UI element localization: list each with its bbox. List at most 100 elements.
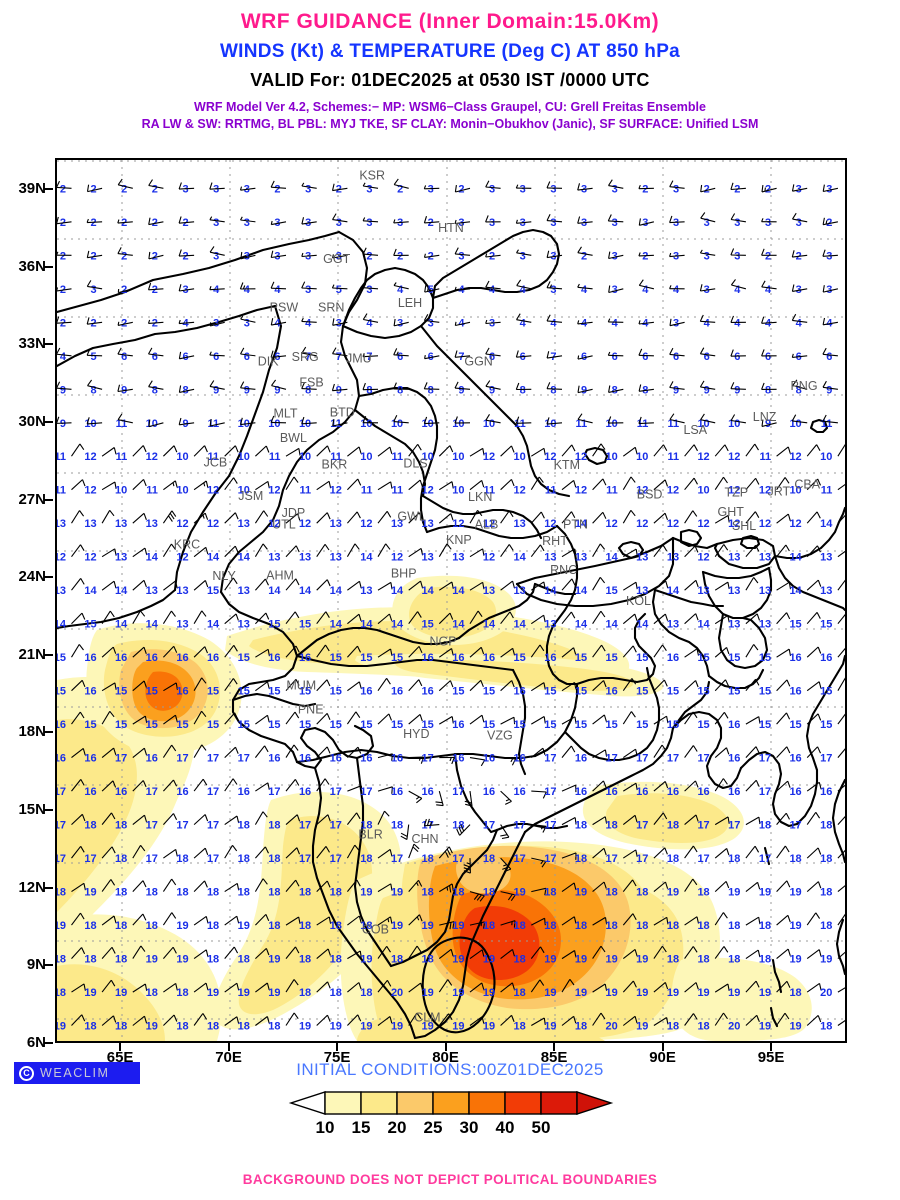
temperature-value: 18 bbox=[115, 920, 127, 932]
wind-barb bbox=[132, 512, 147, 524]
temperature-value: 14 bbox=[575, 518, 588, 530]
wind-barb bbox=[347, 580, 362, 591]
longitude-tick-mark bbox=[119, 1042, 122, 1051]
weather-map-panel[interactable]: 19 18 18 19 18 18 18 18 19 19 19 19 19 19 19 18 19 18 20 19… bbox=[55, 158, 847, 1043]
wind-barb bbox=[117, 347, 133, 357]
temperature-value: 17 bbox=[176, 753, 188, 765]
wind-barb bbox=[577, 183, 593, 191]
temperature-value: 16 bbox=[330, 753, 342, 765]
weaclim-logo[interactable]: C WEACLIM bbox=[14, 1062, 140, 1084]
wind-barb bbox=[806, 579, 822, 591]
wind-barb bbox=[561, 817, 577, 826]
wind-barb bbox=[684, 510, 698, 524]
temperature-value: 4 bbox=[274, 284, 281, 296]
wind-barb bbox=[837, 483, 845, 491]
temperature-value: 16 bbox=[667, 786, 679, 798]
temperature-value: 15 bbox=[330, 686, 342, 698]
wind-barb bbox=[332, 318, 348, 326]
longitude-tick-label: 85E bbox=[540, 1049, 568, 1066]
wind-barb bbox=[622, 814, 638, 826]
wind-barb bbox=[837, 647, 845, 658]
temperature-value: 18 bbox=[84, 920, 96, 932]
wind-barb bbox=[561, 681, 577, 692]
city-label-rht: RHT bbox=[542, 534, 568, 548]
wind-barb bbox=[117, 288, 133, 294]
temperature-value: 11 bbox=[208, 451, 220, 463]
wind-barb bbox=[684, 711, 698, 725]
wind-barb bbox=[714, 912, 728, 926]
temperature-value: 13 bbox=[514, 585, 526, 597]
wind-barb bbox=[653, 945, 667, 959]
temperature-value: 6 bbox=[581, 351, 587, 363]
temperature-value: 13 bbox=[84, 518, 96, 530]
wind-barb bbox=[101, 682, 117, 692]
wind-barb bbox=[71, 510, 85, 524]
temperature-value: 15 bbox=[789, 619, 801, 631]
latitude-tick-mark bbox=[44, 343, 53, 346]
longitude-tick-mark bbox=[661, 1042, 664, 1051]
temperature-value: 15 bbox=[330, 652, 342, 664]
wind-barb bbox=[71, 1014, 86, 1026]
wind-barb bbox=[837, 885, 845, 893]
wind-barb bbox=[500, 857, 512, 873]
wind-barb bbox=[837, 987, 845, 993]
wind-barb bbox=[132, 479, 147, 491]
temperature-value: 16 bbox=[789, 753, 801, 765]
temperature-value: 14 bbox=[238, 552, 251, 564]
temperature-value: 6 bbox=[704, 351, 710, 363]
wind-barb bbox=[408, 547, 424, 558]
wind-barb bbox=[254, 578, 269, 591]
latitude-tick-mark bbox=[44, 653, 53, 656]
wind-barb bbox=[193, 949, 209, 960]
wind-barb bbox=[622, 748, 638, 759]
city-label-htn: HTN bbox=[438, 221, 464, 235]
temperature-value: 10 bbox=[299, 451, 311, 463]
wind-barb bbox=[316, 679, 331, 692]
temperature-value: 3 bbox=[796, 183, 802, 195]
temperature-value: 13 bbox=[483, 585, 495, 597]
temperature-value: 18 bbox=[575, 920, 587, 932]
wind-barb bbox=[714, 1012, 728, 1026]
temperature-value: 17 bbox=[759, 753, 771, 765]
colorbar-tick-label: 20 bbox=[387, 1118, 407, 1137]
wind-barb bbox=[255, 1016, 270, 1026]
wind-barb bbox=[485, 253, 501, 258]
temperature-value: 18 bbox=[176, 853, 188, 865]
wind-barb bbox=[393, 178, 409, 189]
temperature-value: 19 bbox=[238, 987, 250, 999]
wind-barb bbox=[71, 578, 85, 591]
temperature-value: 18 bbox=[146, 920, 158, 932]
temperature-value: 14 bbox=[330, 619, 343, 631]
longitude-tick-label: 70E bbox=[215, 1049, 242, 1066]
wind-barb bbox=[454, 321, 471, 327]
temperature-value: 15 bbox=[115, 719, 127, 731]
wind-barb bbox=[377, 648, 393, 658]
wind-barb bbox=[714, 679, 729, 692]
wind-barb bbox=[822, 317, 838, 326]
wind-barb bbox=[71, 711, 85, 725]
temperature-value: 18 bbox=[176, 887, 188, 899]
temperature-value: 12 bbox=[483, 451, 495, 463]
temperature-value: 2 bbox=[121, 183, 127, 195]
temperature-value: 17 bbox=[697, 820, 709, 832]
temperature-value: 5 bbox=[336, 284, 342, 296]
wind-barb bbox=[316, 445, 331, 457]
wind-barb bbox=[653, 744, 667, 758]
wind-barb bbox=[147, 319, 164, 324]
wind-barb bbox=[745, 544, 760, 558]
temperature-value: 10 bbox=[238, 451, 250, 463]
wind-barb bbox=[530, 581, 546, 591]
wind-barb bbox=[254, 543, 268, 557]
wind-barb bbox=[193, 915, 209, 926]
wind-barb bbox=[592, 680, 607, 692]
wind-barb bbox=[101, 1015, 117, 1026]
wind-barb bbox=[500, 891, 516, 902]
city-label-cob: COB bbox=[362, 923, 389, 937]
wind-barb bbox=[332, 254, 348, 259]
temperature-value: 14 bbox=[391, 619, 404, 631]
wind-barb bbox=[592, 511, 607, 524]
wind-barb bbox=[377, 1016, 393, 1026]
colorbar[interactable] bbox=[0, 1088, 900, 1127]
temperature-value: 16 bbox=[728, 786, 740, 798]
temperature-value: 18 bbox=[115, 954, 127, 966]
